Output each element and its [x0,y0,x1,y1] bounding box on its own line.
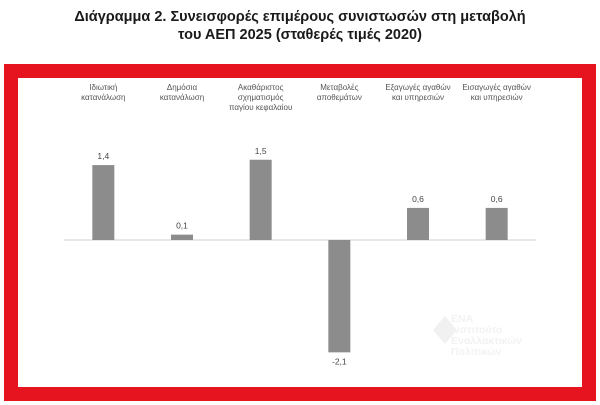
data-label-2: 1,5 [255,146,267,156]
bar-3 [328,240,351,353]
category-label-4: και υπηρεσιών [392,93,444,102]
category-label-2: σχηματισμός [238,93,284,102]
watermark-text: Ινστιτούτο [451,324,502,336]
red-frame: ΕΝΑ Ινστιτούτο Εναλλακτικών Πολιτικών 1,4 Ιδι… [4,64,596,401]
bar-0 [92,165,115,240]
category-label-2: Ακαθάριστος [238,83,284,92]
category-label-2: παγίου κεφαλαίου [229,103,292,112]
category-label-4: Εξαγωγές αγαθών [385,83,450,92]
bar-2 [249,159,272,240]
watermark-text: Πολιτικών [451,346,502,358]
chart-title-line2: του ΑΕΠ 2025 (σταθερές τιμές 2020) [178,27,422,43]
category-label-5: Εισαγωγές αγαθών [462,83,531,92]
data-label-4: 0,6 [412,194,424,204]
bar-5 [485,207,508,240]
bar-4 [407,207,429,240]
category-label-3: αποθεμάτων [317,93,362,102]
data-label-3: -2,1 [332,356,347,366]
category-label-0: Ιδιωτική [89,83,117,92]
category-label-5: και υπηρεσιών [471,93,523,102]
category-label-1: κατανάλωση [160,93,204,102]
chart-area: ΕΝΑ Ινστιτούτο Εναλλακτικών Πολιτικών 1,4 Ιδι… [18,78,582,387]
data-label-1: 0,1 [176,221,188,231]
data-label-0: 1,4 [97,151,109,161]
category-label-3: Μεταβολές [320,83,358,92]
watermark-logo-icon [433,316,457,344]
chart-title-line1: Διάγραμμα 2. Συνεισφορές επιμέρους συνισ… [74,9,526,25]
data-label-5: 0,6 [491,194,503,204]
watermark-text: Εναλλακτικών [451,335,522,347]
watermark-text: ΕΝΑ [451,313,474,325]
bar-1 [171,234,193,240]
category-label-1: Δημόσια [167,83,198,92]
chart-title: Διάγραμμα 2. Συνεισφορές επιμέρους συνισ… [0,8,600,44]
category-label-0: κατανάλωση [81,93,125,102]
